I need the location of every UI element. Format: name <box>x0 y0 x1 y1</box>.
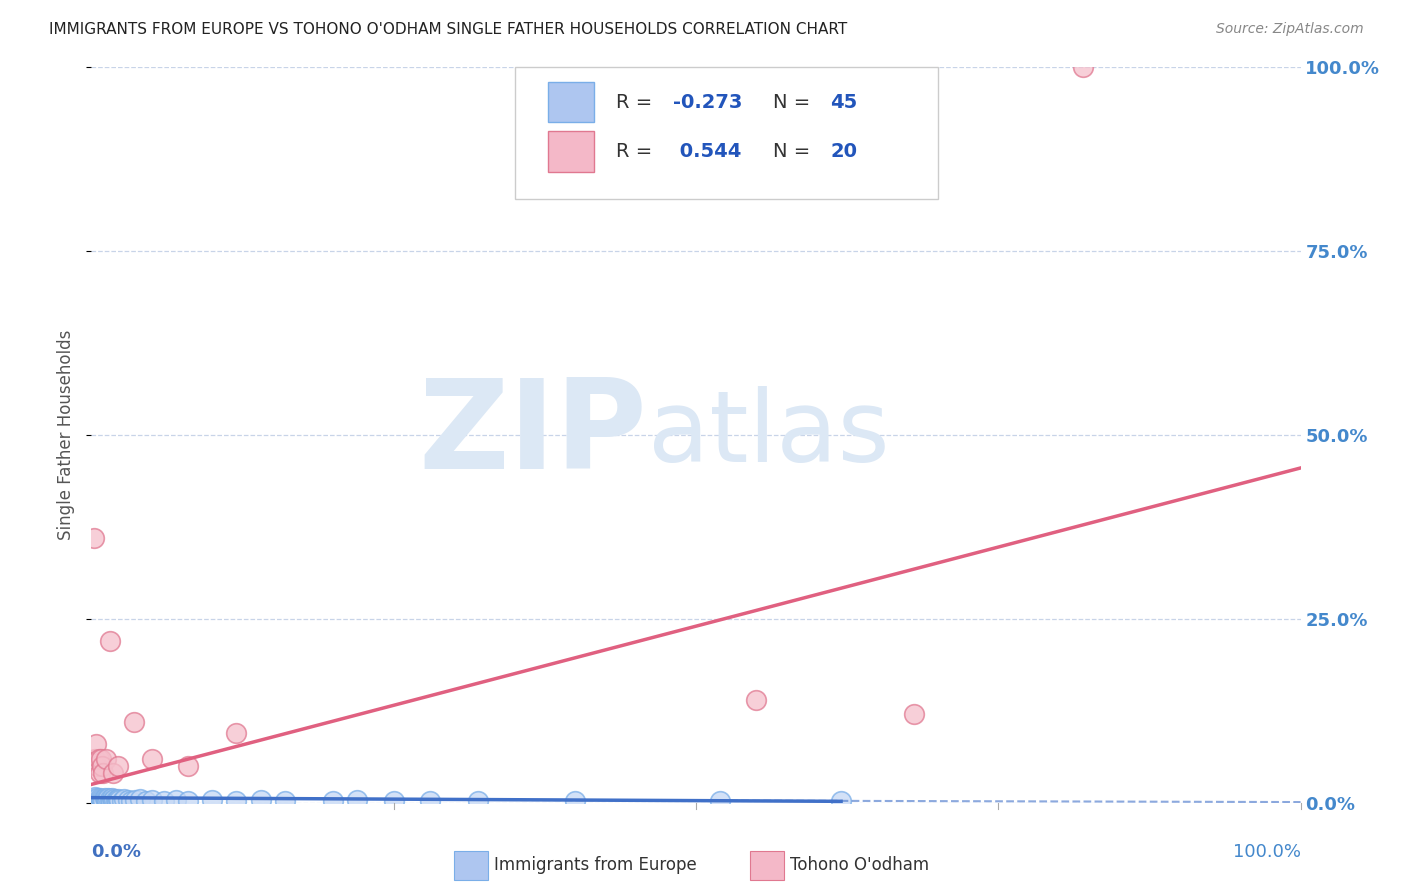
Point <box>135 794 157 808</box>
Point <box>93 794 115 808</box>
Point <box>225 794 247 808</box>
Point <box>83 792 105 806</box>
Text: R =: R = <box>616 142 658 161</box>
Point <box>98 633 121 648</box>
Text: 0.0%: 0.0% <box>91 843 142 862</box>
Point <box>91 759 114 773</box>
Point <box>84 793 107 807</box>
Point <box>177 794 200 808</box>
Point <box>830 794 852 808</box>
Point <box>87 794 110 808</box>
Point <box>419 794 441 808</box>
Point <box>90 751 112 765</box>
Point <box>128 792 150 806</box>
FancyBboxPatch shape <box>454 851 488 880</box>
Point <box>93 791 115 805</box>
Point <box>112 792 135 806</box>
Point <box>249 793 271 807</box>
Text: atlas: atlas <box>648 386 889 483</box>
Text: N =: N = <box>773 93 817 112</box>
Point <box>903 707 925 722</box>
FancyBboxPatch shape <box>548 131 595 172</box>
Point <box>96 793 118 807</box>
FancyBboxPatch shape <box>515 67 938 200</box>
Point <box>91 793 114 807</box>
Point <box>100 794 122 808</box>
FancyBboxPatch shape <box>751 851 785 880</box>
Point <box>117 793 139 807</box>
Point <box>94 792 117 806</box>
Point <box>84 737 107 751</box>
Y-axis label: Single Father Households: Single Father Households <box>58 330 76 540</box>
Point <box>97 791 120 805</box>
Point <box>93 766 115 780</box>
Point <box>89 766 111 780</box>
Point <box>564 794 586 808</box>
Text: 20: 20 <box>830 142 858 161</box>
Text: 45: 45 <box>830 93 858 112</box>
Point <box>322 794 344 808</box>
Point <box>104 793 127 807</box>
Point <box>124 793 146 807</box>
Point <box>201 793 224 807</box>
Point <box>141 793 163 807</box>
Point <box>1071 60 1094 74</box>
Point <box>101 793 124 807</box>
Text: 0.544: 0.544 <box>673 142 741 161</box>
Point <box>225 726 247 740</box>
Point <box>94 751 117 765</box>
Point <box>745 692 768 706</box>
Point <box>274 794 297 808</box>
Point <box>107 792 129 806</box>
Point <box>86 790 108 805</box>
Point <box>120 794 142 808</box>
Point <box>101 791 124 805</box>
Point <box>153 794 176 808</box>
Text: IMMIGRANTS FROM EUROPE VS TOHONO O'ODHAM SINGLE FATHER HOUSEHOLDS CORRELATION CH: IMMIGRANTS FROM EUROPE VS TOHONO O'ODHAM… <box>49 22 848 37</box>
Point <box>90 792 112 806</box>
Point <box>83 531 105 545</box>
Point <box>709 794 731 808</box>
Point <box>122 714 145 729</box>
Text: Source: ZipAtlas.com: Source: ZipAtlas.com <box>1216 22 1364 37</box>
Point <box>98 792 121 806</box>
FancyBboxPatch shape <box>548 82 595 122</box>
Point <box>107 759 129 773</box>
Point <box>346 793 368 807</box>
Point <box>103 792 125 806</box>
Point <box>86 759 108 773</box>
Point <box>382 794 405 808</box>
Point <box>111 794 132 808</box>
Text: 100.0%: 100.0% <box>1233 843 1301 862</box>
Point <box>87 751 110 765</box>
Text: Tohono O'odham: Tohono O'odham <box>790 856 929 874</box>
Text: N =: N = <box>773 142 817 161</box>
Point <box>84 751 107 765</box>
Point <box>467 794 489 808</box>
Text: -0.273: -0.273 <box>673 93 742 112</box>
Point <box>141 751 163 765</box>
Point <box>108 793 131 807</box>
Point <box>105 794 128 808</box>
Point <box>101 766 124 780</box>
Text: ZIP: ZIP <box>419 375 648 495</box>
Point <box>89 791 111 805</box>
Point <box>177 759 200 773</box>
Text: Immigrants from Europe: Immigrants from Europe <box>494 856 697 874</box>
Point <box>165 793 187 807</box>
Text: R =: R = <box>616 93 658 112</box>
Point <box>84 789 107 804</box>
